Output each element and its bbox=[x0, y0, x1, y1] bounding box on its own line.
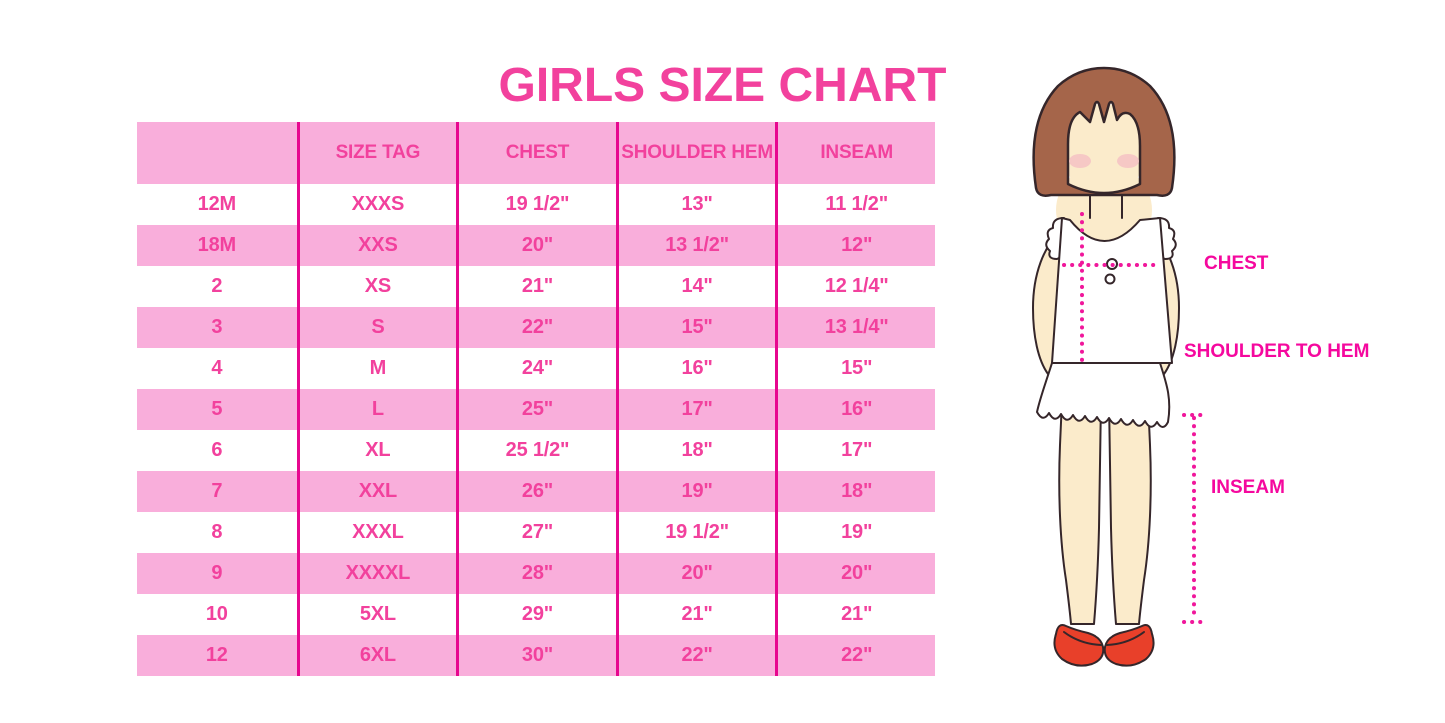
table-cell: XS bbox=[296, 266, 457, 307]
table-header-row: SIZE TAG CHEST SHOULDER HEM INSEAM bbox=[137, 122, 935, 184]
table-cell: 19 1/2" bbox=[456, 184, 616, 225]
table-cell: 28" bbox=[456, 553, 616, 594]
table-cell: 14" bbox=[615, 266, 776, 307]
table-cell: 25" bbox=[456, 389, 616, 430]
table-row: 12M XXXS 19 1/2" 13" 11 1/2" bbox=[137, 184, 935, 225]
leg-right-icon bbox=[1108, 399, 1152, 625]
table-cell: 30" bbox=[456, 635, 616, 676]
column-header-cell bbox=[137, 122, 297, 184]
table-cell: 19" bbox=[775, 512, 935, 553]
shoe-right-icon bbox=[1103, 624, 1155, 667]
table-cell: 12" bbox=[775, 225, 935, 266]
table-row: 10 5XL 29" 21" 21" bbox=[137, 594, 935, 635]
table-row: 5 L 25" 17" 16" bbox=[137, 389, 935, 430]
column-header-cell: INSEAM bbox=[775, 122, 935, 184]
table-row: 4 M 24" 16" 15" bbox=[137, 348, 935, 389]
table-cell: 12 bbox=[205, 644, 228, 666]
table-cell: 17" bbox=[775, 430, 935, 471]
shirt-button bbox=[1104, 273, 1116, 285]
table-cell: 19" bbox=[615, 471, 776, 512]
table-cell: 6XL bbox=[296, 635, 457, 676]
table-cell: 13" bbox=[615, 184, 776, 225]
table-cell: 17" bbox=[615, 389, 776, 430]
skirt-icon bbox=[1036, 362, 1171, 428]
table-cell: 15" bbox=[775, 348, 935, 389]
table-body: 12M XXXS 19 1/2" 13" 11 1/2" 18M XXS 20" 13 1/2"… bbox=[137, 184, 935, 676]
table-cell: XXS bbox=[296, 225, 457, 266]
table-row: 7 XXL 26" 19" 18" bbox=[137, 471, 935, 512]
table-cell: 5 bbox=[211, 398, 223, 420]
shoe-left-icon bbox=[1053, 624, 1105, 667]
table-cell: 13 1/2" bbox=[615, 225, 776, 266]
inseam-label: INSEAM bbox=[1211, 477, 1285, 498]
blush-right-icon bbox=[1117, 154, 1139, 168]
table-cell: 20" bbox=[615, 553, 776, 594]
table-cell: XXL bbox=[296, 471, 457, 512]
table-cell: 9 bbox=[211, 562, 223, 584]
table-cell: 10 bbox=[205, 603, 228, 625]
table-row: 8 XXXL 27" 19 1/2" 19" bbox=[137, 512, 935, 553]
table-cell: 3 bbox=[211, 316, 223, 338]
table-cell: 24" bbox=[456, 348, 616, 389]
table-cell: 21" bbox=[615, 594, 776, 635]
table-cell: 21" bbox=[775, 594, 935, 635]
table-cell: 18" bbox=[615, 430, 776, 471]
table-cell: 16" bbox=[615, 348, 776, 389]
table-row: 18M XXS 20" 13 1/2" 12" bbox=[137, 225, 935, 266]
face-icon bbox=[1062, 104, 1146, 196]
table-cell: 22" bbox=[615, 635, 776, 676]
shoe-strap-left bbox=[1063, 631, 1102, 646]
table-row: 6 XL 25 1/2" 18" 17" bbox=[137, 430, 935, 471]
table-cell: 7 bbox=[211, 480, 223, 502]
table-cell: 12 1/4" bbox=[775, 266, 935, 307]
page-title: GIRLS SIZE CHART bbox=[498, 59, 947, 113]
table-cell: 25 1/2" bbox=[456, 430, 616, 471]
table-cell: 5XL bbox=[296, 594, 457, 635]
table-cell: 8 bbox=[211, 521, 223, 543]
table-row: 12 6XL 30" 22" 22" bbox=[137, 635, 935, 676]
table-cell: XXXXL bbox=[296, 553, 457, 594]
hair-icon bbox=[1032, 66, 1176, 197]
column-header-cell: CHEST bbox=[456, 122, 616, 184]
table-cell: 19 1/2" bbox=[615, 512, 776, 553]
table-row: 2 XS 21" 14" 12 1/4" bbox=[137, 266, 935, 307]
table-cell: XXXL bbox=[296, 512, 457, 553]
girl-measurement-figure bbox=[1032, 66, 1206, 667]
shoulder-to-hem-label: SHOULDER TO HEM bbox=[1184, 341, 1370, 362]
table-row: 3 S 22" 15" 13 1/4" bbox=[137, 307, 935, 348]
table-cell: 15" bbox=[615, 307, 776, 348]
column-header-cell: SHOULDER HEM bbox=[615, 122, 776, 184]
table-cell: 4 bbox=[211, 357, 223, 379]
table-cell: 22" bbox=[775, 635, 935, 676]
table-cell: 27" bbox=[456, 512, 616, 553]
table-cell: 26" bbox=[456, 471, 616, 512]
table-cell: 21" bbox=[456, 266, 616, 307]
table-cell: 18M bbox=[197, 234, 237, 256]
blush-left-icon bbox=[1069, 154, 1091, 168]
table-cell: 6 bbox=[211, 439, 223, 461]
table-cell: 22" bbox=[456, 307, 616, 348]
table-cell: M bbox=[296, 348, 457, 389]
table-cell: 2 bbox=[211, 275, 223, 297]
size-chart-table: SIZE TAG CHEST SHOULDER HEM INSEAM 12M XXXS 1… bbox=[137, 122, 935, 676]
table-cell: 11 1/2" bbox=[775, 184, 935, 225]
table-cell: 16" bbox=[775, 389, 935, 430]
table-cell: S bbox=[296, 307, 457, 348]
table-cell: 18" bbox=[775, 471, 935, 512]
table-cell: 29" bbox=[456, 594, 616, 635]
chest-label: CHEST bbox=[1204, 253, 1269, 274]
table-cell: 13 1/4" bbox=[775, 307, 935, 348]
table-cell: 12M bbox=[197, 193, 237, 215]
column-header-cell: SIZE TAG bbox=[296, 122, 457, 184]
shirt-icon bbox=[1051, 217, 1173, 364]
table-cell: 20" bbox=[775, 553, 935, 594]
shoe-strap-right bbox=[1106, 631, 1145, 646]
table-cell: XL bbox=[296, 430, 457, 471]
table-cell: L bbox=[296, 389, 457, 430]
table-row: 9 XXXXL 28" 20" 20" bbox=[137, 553, 935, 594]
table-cell: 20" bbox=[456, 225, 616, 266]
table-cell: XXXS bbox=[296, 184, 457, 225]
leg-left-icon bbox=[1058, 399, 1102, 625]
